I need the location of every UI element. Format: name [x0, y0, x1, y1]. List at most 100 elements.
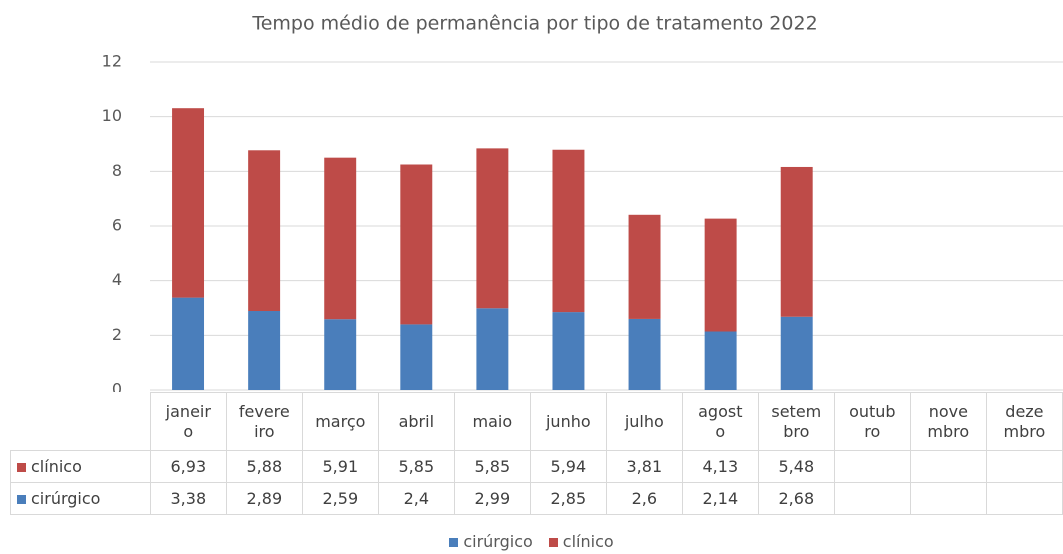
- value-cell: 3,81: [605, 450, 683, 483]
- bar-segment: [400, 324, 433, 390]
- bar-segment: [248, 311, 281, 390]
- data-label: 2,4: [403, 489, 430, 508]
- data-label: 5,85: [474, 457, 511, 476]
- legend-label: clínico: [562, 532, 614, 551]
- category-cell: maio: [453, 392, 531, 451]
- category-cell: fevereiro: [225, 392, 303, 451]
- x-tick-label: julho: [624, 411, 664, 431]
- data-label: 2,99: [474, 489, 511, 508]
- bar-segment: [476, 308, 509, 390]
- y-tick-label: 10: [102, 106, 122, 125]
- value-cell: 5,88: [225, 450, 303, 483]
- bar-segment: [324, 319, 357, 390]
- y-tick-label: 12: [102, 52, 122, 71]
- data-label: 2,89: [246, 489, 283, 508]
- value-cell: [833, 482, 911, 515]
- data-label: 5,88: [246, 457, 283, 476]
- x-tick-label: outubro: [849, 401, 896, 441]
- legend-swatch: [548, 538, 558, 547]
- data-label: 2,14: [702, 489, 739, 508]
- category-cell: junho: [529, 392, 607, 451]
- y-tick-label: 8: [112, 161, 122, 180]
- legend-label: cirúrgico: [463, 532, 533, 551]
- y-tick-label: 6: [112, 216, 122, 235]
- row-label: clínico: [31, 457, 82, 476]
- data-label: 3,81: [626, 457, 663, 476]
- table-row: cirúrgico 3,38 2,89 2,59 2,4 2,99 2,85 2,6 2,14 2…: [10, 482, 1063, 515]
- category-cell: dezembro: [985, 392, 1063, 451]
- value-cell: 2,99: [453, 482, 531, 515]
- category-cell: janeiro: [149, 392, 227, 451]
- legend-item: cirúrgico: [449, 532, 533, 551]
- value-cell: [985, 450, 1063, 483]
- value-cell: [985, 482, 1063, 515]
- bar-segment: [628, 318, 661, 390]
- data-label: 6,93: [170, 457, 207, 476]
- data-label: 2,6: [631, 489, 658, 508]
- x-tick-label: janeiro: [165, 401, 211, 441]
- x-tick-label: agosto: [698, 401, 743, 441]
- x-tick-label: fevereiro: [238, 401, 290, 441]
- x-tick-label: setembro: [771, 401, 822, 441]
- bar-segment: [780, 166, 813, 317]
- data-label: 4,13: [702, 457, 739, 476]
- value-cell: 5,85: [453, 450, 531, 483]
- data-label: 5,48: [778, 457, 815, 476]
- table-corner: [11, 393, 151, 451]
- row-header: clínico: [10, 450, 151, 483]
- x-tick-label: dezembro: [1003, 401, 1046, 441]
- value-cell: 5,94: [529, 450, 607, 483]
- value-cell: [909, 482, 987, 515]
- x-tick-label: abril: [398, 411, 435, 431]
- value-cell: 5,91: [301, 450, 379, 483]
- value-cell: 2,85: [529, 482, 607, 515]
- value-cell: 2,89: [225, 482, 303, 515]
- value-cell: 5,48: [757, 450, 835, 483]
- x-tick-label: março: [315, 411, 366, 431]
- bar-segment: [324, 157, 357, 320]
- value-cell: 4,13: [681, 450, 759, 483]
- y-tick-label: 4: [112, 270, 122, 289]
- y-tick-label: 2: [112, 325, 122, 344]
- bar-segment: [780, 316, 813, 390]
- legend-item: clínico: [548, 532, 614, 551]
- value-cell: 2,4: [377, 482, 455, 515]
- data-label: 2,59: [322, 489, 359, 508]
- row-header: cirúrgico: [10, 482, 151, 515]
- x-tick-label: junho: [545, 411, 591, 431]
- value-cell: 3,38: [149, 482, 227, 515]
- data-label: 5,91: [322, 457, 359, 476]
- legend-swatch: [449, 538, 459, 547]
- value-cell: 5,85: [377, 450, 455, 483]
- value-cell: 6,93: [149, 450, 227, 483]
- chart-title: Tempo médio de permanência por tipo de t…: [251, 13, 817, 35]
- x-tick-label: novembro: [927, 401, 970, 441]
- data-label: 3,38: [170, 489, 207, 508]
- value-cell: 2,14: [681, 482, 759, 515]
- value-cell: 2,59: [301, 482, 379, 515]
- data-label: 2,68: [778, 489, 815, 508]
- category-cell: abril: [377, 392, 455, 451]
- value-cell: 2,6: [605, 482, 683, 515]
- category-cell: março: [301, 392, 379, 451]
- row-label: cirúrgico: [31, 489, 101, 508]
- bar-segment: [552, 312, 585, 390]
- data-table: janeiro fevereiro março abril maio junho julho…: [10, 392, 1063, 515]
- table-header-row: janeiro fevereiro março abril maio junho julho…: [11, 392, 1063, 451]
- bar-segment: [704, 331, 737, 390]
- y-tick-label: 0: [112, 380, 122, 393]
- legend: cirúrgico clínico: [0, 532, 1063, 551]
- category-cell: setembro: [757, 392, 835, 451]
- data-label: 2,85: [550, 489, 587, 508]
- value-cell: [833, 450, 911, 483]
- plot: Tempo médio de permanência por tipo de t…: [102, 13, 1063, 393]
- value-cell: 2,68: [757, 482, 835, 515]
- value-cell: [909, 450, 987, 483]
- bar-segment: [172, 108, 205, 298]
- bar-segment: [172, 297, 205, 390]
- bar-segment: [476, 148, 509, 309]
- table-row: clínico 6,93 5,88 5,91 5,85 5,85 5,94 3,81 4,13 5…: [10, 450, 1063, 483]
- bar-segment: [628, 214, 661, 319]
- bar-segment: [248, 150, 281, 312]
